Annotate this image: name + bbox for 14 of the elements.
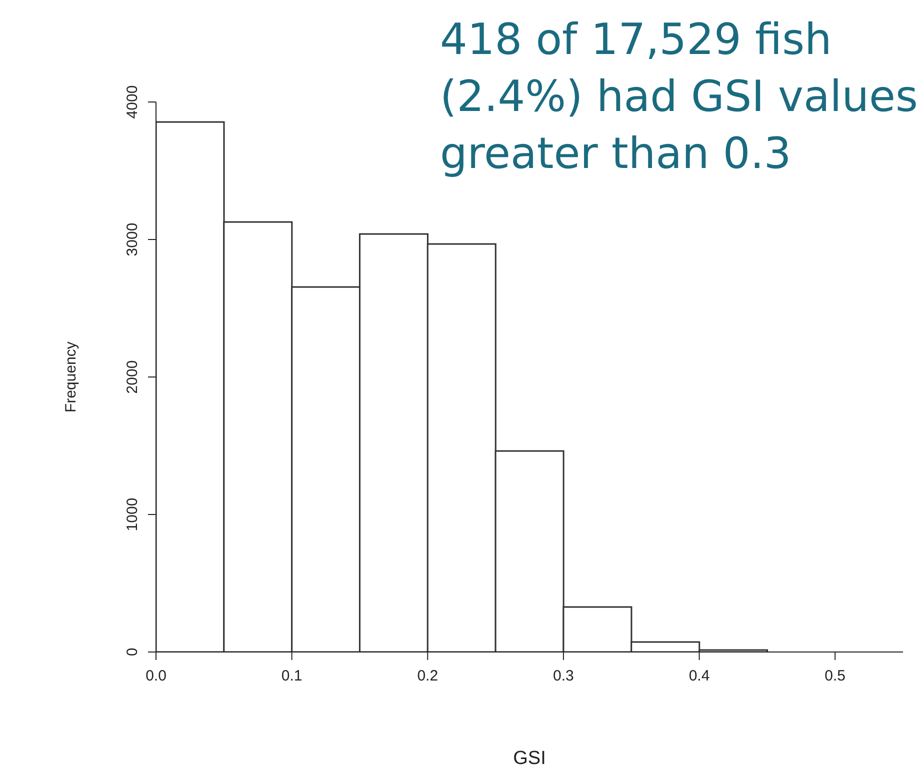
y-tick-label: 0 xyxy=(124,648,141,656)
x-tick-label: 0.2 xyxy=(417,668,438,685)
annotation: 418 of 17,529 fish (2.4%) had GSI values greater than 0.3 xyxy=(440,14,918,181)
y-tick-label: 3000 xyxy=(124,222,141,256)
x-tick-label: 0.3 xyxy=(553,668,574,685)
x-tick-label: 0.4 xyxy=(688,668,710,685)
y-axis-title: Frequency xyxy=(62,341,80,412)
y-tick-label: 1000 xyxy=(124,498,141,532)
x-tick-label: 0.5 xyxy=(824,668,846,685)
y-tick-label: 2000 xyxy=(124,360,141,394)
x-axis-title: GSI xyxy=(513,748,546,769)
x-tick-label: 0.1 xyxy=(281,668,302,685)
x-tick-label: 0.0 xyxy=(146,668,166,685)
y-tick-label: 4000 xyxy=(124,85,141,119)
